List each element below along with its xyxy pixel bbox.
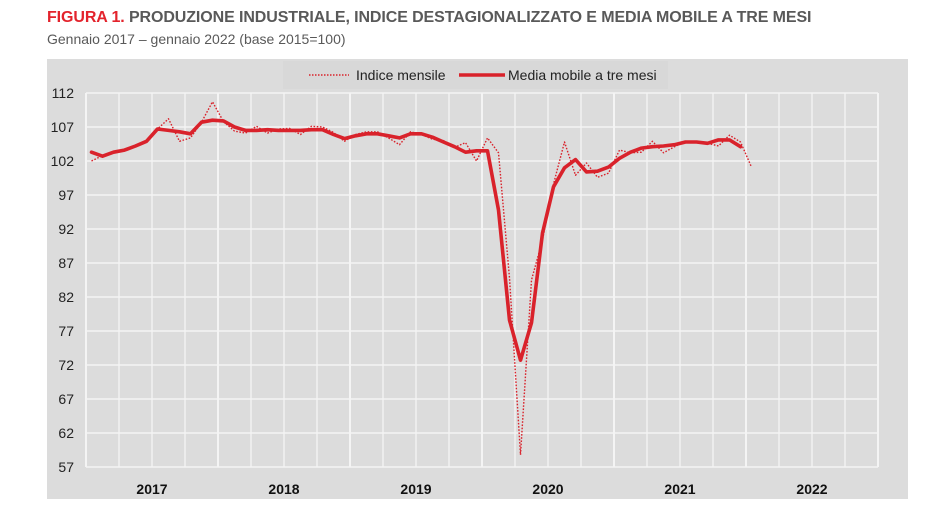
x-tick-label: 2019 [400,481,431,497]
y-tick-label: 72 [58,357,74,373]
x-tick-label: 2017 [136,481,167,497]
y-axis: 112 107 102 97 92 87 82 77 72 67 62 57 [51,85,75,475]
series-moving-average [89,118,743,363]
x-tick-label: 2018 [268,481,299,497]
series-monthly-index [91,101,753,456]
y-tick-label: 57 [58,459,74,475]
y-tick-label: 62 [58,425,74,441]
legend: Indice mensile Media mobile a tre mesi [309,67,657,83]
chart-subtitle: Gennaio 2017 – gennaio 2022 (base 2015=1… [47,31,346,47]
chart-title: FIGURA 1. PRODUZIONE INDUSTRIALE, INDICE… [47,9,811,27]
x-axis: 2017 2018 2019 2020 2021 2022 [136,481,827,497]
legend-item-monthly: Indice mensile [356,67,446,83]
y-tick-label: 87 [58,255,74,271]
title-text: PRODUZIONE INDUSTRIALE, INDICE DESTAGION… [124,9,812,26]
y-tick-label: 82 [58,289,74,305]
legend-item-moving-average: Media mobile a tre mesi [508,67,657,83]
grid-lines [85,92,879,468]
y-tick-label: 107 [51,119,75,135]
x-tick-label: 2022 [796,481,827,497]
y-tick-label: 97 [58,187,74,203]
y-tick-label: 67 [58,391,74,407]
y-tick-label: 112 [52,85,75,101]
figure-label: FIGURA 1. [47,9,125,26]
x-tick-label: 2020 [532,481,563,497]
y-tick-label: 77 [58,323,74,339]
x-tick-label: 2021 [664,481,695,497]
y-tick-label: 92 [58,221,74,237]
y-tick-label: 102 [51,153,75,169]
